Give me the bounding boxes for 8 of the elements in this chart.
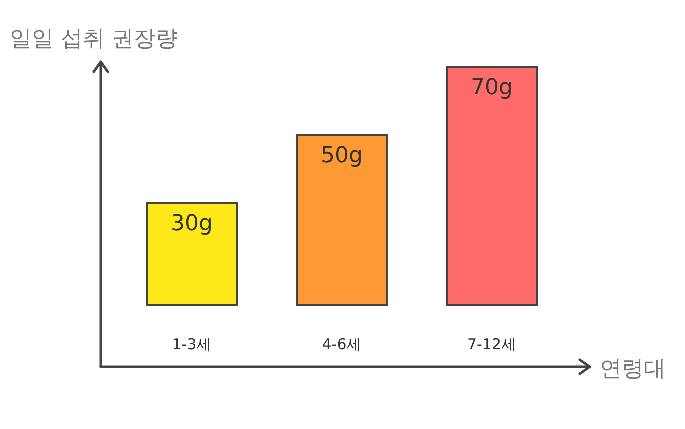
data-label: 50g [321, 144, 363, 169]
x-axis-title: 연령대 [600, 356, 666, 384]
data-label: 70g [471, 76, 513, 101]
data-label: 30g [171, 212, 213, 237]
y-axis-title: 일일 섭취 권장량 [10, 26, 178, 54]
x-tick-label: 7-12세 [467, 336, 517, 354]
x-tick-label: 4-6세 [322, 336, 362, 354]
x-tick-label: 1-3세 [172, 336, 212, 354]
